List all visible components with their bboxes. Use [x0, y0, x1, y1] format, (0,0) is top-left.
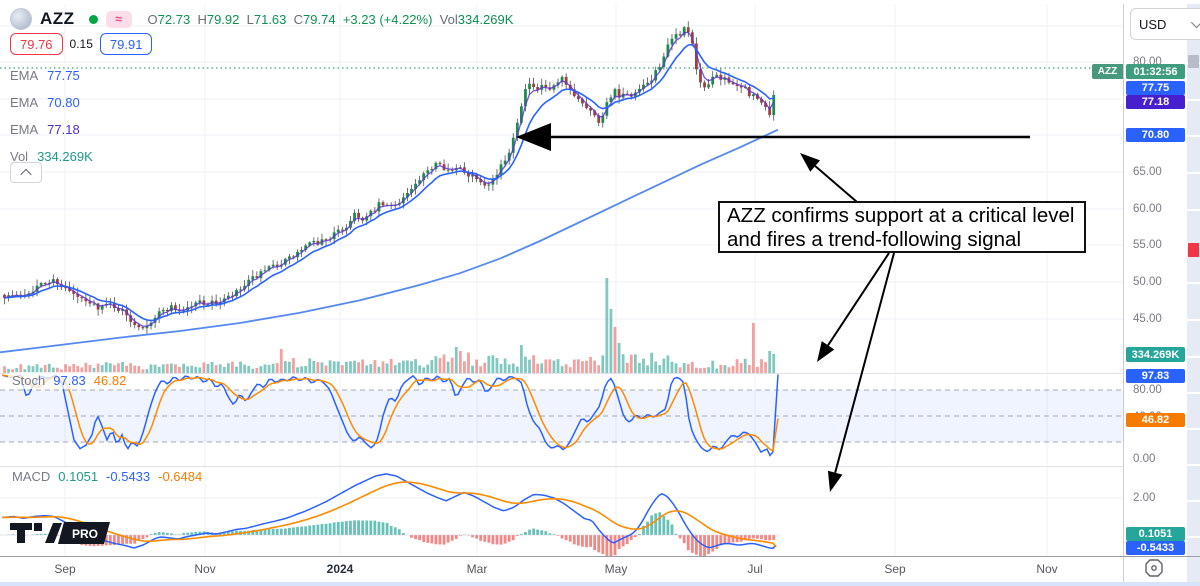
legend-value: 334.269K [37, 149, 93, 164]
price-axis-label: 55.00 [1133, 239, 1162, 251]
time-axis[interactable]: Sep Nov 2024 Mar May Jul Sep Nov [0, 557, 1123, 582]
legend-row-ema-2[interactable]: EMA 77.18 [10, 116, 93, 143]
strip-gridline [1187, 282, 1200, 284]
scroll-strip[interactable] [1187, 4, 1200, 582]
price-axis-badge: 77.18 [1126, 95, 1185, 109]
legend-row-vol-3[interactable]: Vol 334.269K [10, 143, 93, 170]
chevron-down-icon [1190, 16, 1200, 29]
ohlc-readout: O72.73 H79.92 L71.63 C79.74 +3.23 (+4.22… [147, 11, 514, 27]
strip-gridline [1187, 428, 1200, 430]
strip-gridline [1187, 135, 1200, 137]
legend-label: EMA [10, 68, 39, 83]
tradingview-mark-icon: PRO [10, 522, 110, 544]
time-axis-label: Mar [466, 562, 488, 576]
price-axis-badge: 77.75 [1126, 81, 1185, 95]
price-axis-label: 0.00 [1133, 453, 1156, 465]
strip-gridline [1187, 209, 1200, 211]
price-axis-label: 50.00 [1133, 276, 1162, 288]
strip-gridline [1187, 500, 1200, 502]
price-axis-badge: 334.269K [1126, 347, 1185, 362]
strip-gridline [1187, 536, 1200, 538]
time-axis-label: Nov [1036, 562, 1058, 576]
svg-text:PRO: PRO [72, 527, 98, 541]
legend-label: EMA [10, 95, 39, 110]
macd-header[interactable]: MACD 0.1051 -0.5433 -0.6484 [8, 468, 207, 485]
strip-marker-gray [1188, 55, 1199, 68]
time-axis-label: Sep [54, 562, 76, 576]
stoch-k-value: 97.83 [53, 373, 86, 388]
chevron-up-icon [20, 168, 32, 180]
bid-button[interactable]: 79.76 [10, 33, 63, 55]
stoch-d-value: 46.82 [93, 373, 127, 388]
spread-value: 0.15 [69, 37, 93, 51]
strip-gridline [1187, 172, 1200, 174]
price-axis-label: 60.00 [1133, 203, 1162, 215]
macd-hist-value: 0.1051 [58, 469, 99, 484]
symbol-name[interactable]: AZZ [40, 9, 75, 28]
legend-label: Vol [10, 149, 29, 164]
legend-row-ema-1[interactable]: EMA 70.80 [10, 89, 93, 116]
annotation-text-box[interactable]: AZZ confirms support at a critical level… [718, 201, 1086, 253]
indicator-legend: EMA 77.75 EMA 70.80 EMA 77.18 Vol 334.269K [10, 62, 93, 170]
legend-value: 77.75 [47, 68, 80, 83]
price-axis-badge: 01:32:56 [1126, 64, 1185, 79]
price-axis-badge: 97.83 [1126, 369, 1185, 383]
quote-row: 79.76 0.15 79.91 [10, 33, 153, 55]
currency-value: USD [1139, 16, 1167, 32]
delayed-data-icon[interactable]: ≈ [105, 10, 132, 28]
axis-separator [0, 556, 1200, 557]
annotation-line1: AZZ confirms support at a critical level [727, 204, 1075, 227]
price-axis[interactable]: 85.0080.0075.0070.0065.0060.0055.0050.00… [1123, 4, 1187, 582]
last-price-symbol-tag: AZZ [1092, 64, 1123, 79]
macd-signal-value: -0.6484 [158, 469, 203, 484]
tradingview-logo[interactable]: PRO [8, 517, 113, 547]
strip-gridline [1187, 392, 1200, 394]
market-status-icon [88, 14, 98, 24]
time-axis-label: Jul [747, 562, 763, 576]
collapse-legend-button[interactable] [10, 162, 42, 183]
legend-value: 77.18 [47, 122, 80, 137]
chart-header: AZZ ≈ O72.73 H79.92 L71.63 C79.74 +3.23 … [10, 8, 513, 30]
price-axis-badge: -0.5433 [1126, 541, 1185, 555]
legend-label: EMA [10, 122, 39, 137]
time-axis-label: Sep [884, 562, 906, 576]
strip-marker-red [1188, 243, 1199, 257]
axis-settings-gear-icon[interactable] [1144, 558, 1164, 578]
bottom-edge [0, 582, 1200, 586]
time-axis-label: May [604, 562, 628, 576]
price-axis-label: 2.00 [1133, 492, 1156, 504]
currency-dropdown[interactable]: USD [1130, 8, 1200, 40]
strip-gridline [1187, 99, 1200, 101]
price-axis-label: 45.00 [1133, 313, 1162, 325]
strip-gridline [1187, 356, 1200, 358]
macd-line-value: -0.5433 [106, 469, 151, 484]
price-axis-label: 65.00 [1133, 166, 1162, 178]
price-axis-label: 80.00 [1133, 384, 1162, 396]
strip-gridline [1187, 319, 1200, 321]
time-axis-label: 2024 [326, 562, 354, 576]
volume-readout: 334.269K [457, 11, 514, 27]
legend-value: 70.80 [47, 95, 80, 110]
price-axis-badge: 70.80 [1126, 128, 1185, 142]
stoch-header[interactable]: Stoch 97.83 46.82 [8, 372, 131, 389]
price-axis-badge: 0.1051 [1126, 527, 1185, 541]
symbol-logo-icon [10, 8, 32, 30]
ask-button[interactable]: 79.91 [99, 33, 153, 55]
legend-row-ema-0[interactable]: EMA 77.75 [10, 62, 93, 89]
time-axis-label: Nov [194, 562, 216, 576]
annotation-line2: and fires a trend-following signal [727, 228, 1021, 251]
change-readout: +3.23 (+4.22%) [342, 11, 433, 27]
strip-gridline [1187, 464, 1200, 466]
price-axis-badge: 46.82 [1126, 413, 1185, 427]
